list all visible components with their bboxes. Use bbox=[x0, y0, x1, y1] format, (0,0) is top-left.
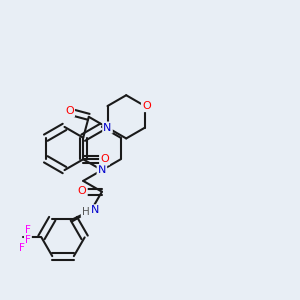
Text: O: O bbox=[100, 154, 109, 164]
Text: F: F bbox=[25, 236, 31, 245]
Text: H: H bbox=[82, 207, 90, 217]
Text: N: N bbox=[98, 165, 106, 175]
Text: O: O bbox=[65, 106, 74, 116]
Text: F: F bbox=[25, 225, 31, 235]
Text: N: N bbox=[103, 123, 112, 133]
Text: O: O bbox=[78, 186, 87, 197]
Text: N: N bbox=[91, 206, 100, 215]
Text: F: F bbox=[19, 243, 25, 253]
Text: O: O bbox=[142, 101, 151, 111]
